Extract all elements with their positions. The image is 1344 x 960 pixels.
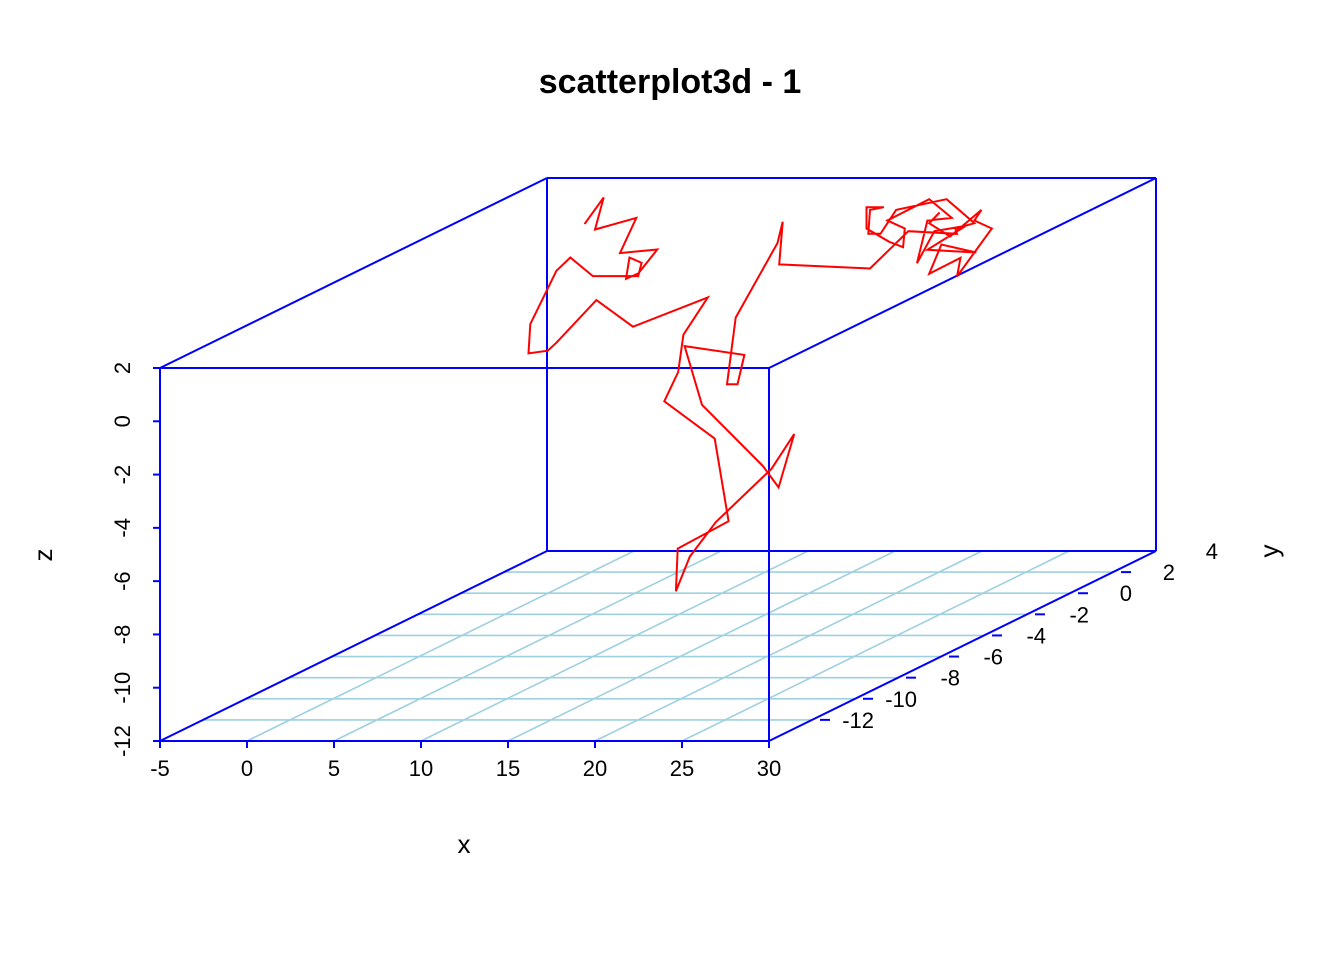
grid-line-x (681, 550, 1070, 742)
y-tick-label: 2 (1163, 560, 1175, 585)
z-tick-label: -12 (110, 725, 135, 757)
y-axis-label: y (1254, 545, 1284, 558)
x-tick-label: 10 (409, 756, 433, 781)
z-tick-label: -8 (110, 625, 135, 645)
data-series (527, 196, 994, 592)
box-edge (768, 550, 1157, 742)
z-axis-label: z (28, 549, 58, 562)
x-tick-label: -5 (150, 756, 170, 781)
grid-line-x (420, 550, 809, 742)
x-axis-label: x (458, 829, 471, 859)
z-tick-label: -4 (110, 518, 135, 538)
y-tick-label: -10 (885, 687, 917, 712)
y-tick-label: -8 (940, 666, 960, 691)
grid-line-x (333, 550, 722, 742)
y-tick-label: 0 (1120, 581, 1132, 606)
z-tick-label: -6 (110, 571, 135, 591)
z-tick-label: -10 (110, 672, 135, 704)
box-edge (768, 177, 1157, 369)
x-tick-label: 15 (496, 756, 520, 781)
grid-line-x (594, 550, 983, 742)
y-tick-label: -4 (1026, 623, 1046, 648)
box-edge (159, 177, 548, 369)
z-tick-label: 2 (110, 362, 135, 374)
grid-line-x (246, 550, 635, 742)
y-tick-label: -12 (842, 708, 874, 733)
x-tick-label: 5 (328, 756, 340, 781)
y-tick-label: 4 (1206, 539, 1218, 564)
x-tick-label: 0 (241, 756, 253, 781)
x-tick-label: 20 (583, 756, 607, 781)
x-tick-label: 25 (670, 756, 694, 781)
box-edge (159, 550, 548, 742)
y-tick-label: -6 (983, 645, 1003, 670)
axis-ticks: -5 0 5 10 15 20 25 30-12-10-8-6-4-202-12-10-8-6… (110, 362, 1218, 781)
floor-grid (203, 550, 1113, 742)
grid-line-x (507, 550, 896, 742)
x-tick-label: 30 (757, 756, 781, 781)
bounding-box (159, 177, 1157, 742)
chart-title: scatterplot3d - 1 (539, 63, 802, 101)
series-line (527, 196, 994, 592)
z-tick-label: -2 (110, 465, 135, 485)
z-tick-label: 0 (110, 415, 135, 427)
y-tick-label: -2 (1069, 602, 1089, 627)
